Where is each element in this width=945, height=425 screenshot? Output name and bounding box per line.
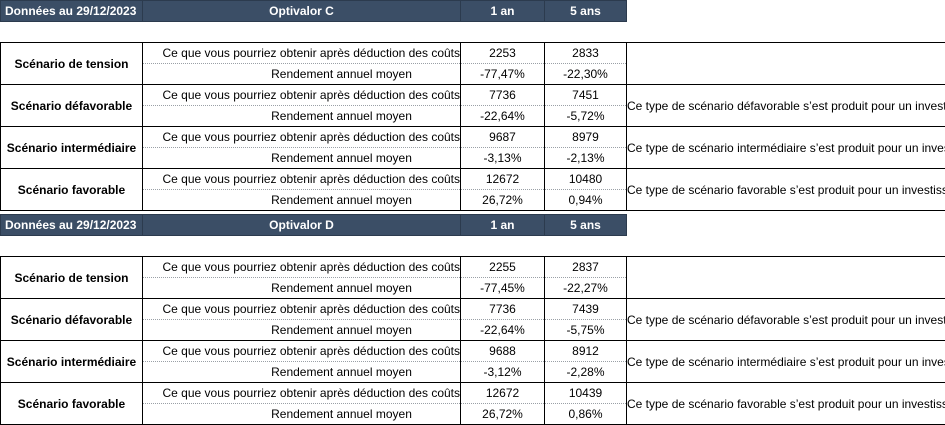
obtain-5y-value[interactable]: 10480 bbox=[545, 169, 627, 190]
scenario-comment[interactable] bbox=[627, 257, 945, 299]
obtain-label[interactable]: Ce que vous pourriez obtenir après déduc… bbox=[143, 341, 461, 362]
table-row: Scénario de tension Ce que vous pourriez… bbox=[1, 257, 945, 278]
yield-1y-value[interactable]: -22,64% bbox=[461, 320, 545, 341]
obtain-label[interactable]: Ce que vous pourriez obtenir après déduc… bbox=[143, 85, 461, 106]
yield-label[interactable]: Rendement annuel moyen bbox=[143, 190, 461, 211]
table-header-row: Données au 29/12/2023 Optivalor D 1 an 5… bbox=[1, 215, 945, 236]
spacer-row bbox=[1, 22, 945, 43]
obtain-5y-value[interactable]: 7451 bbox=[545, 85, 627, 106]
table-header-row: Données au 29/12/2023 Optivalor C 1 an 5… bbox=[1, 1, 945, 22]
scenario-name[interactable]: Scénario défavorable bbox=[1, 299, 143, 341]
yield-5y-value[interactable]: -2,28% bbox=[545, 362, 627, 383]
date-header[interactable]: Données au 29/12/2023 bbox=[1, 215, 143, 236]
table-row: Scénario favorable Ce que vous pourriez … bbox=[1, 169, 945, 190]
spacer-row bbox=[1, 236, 945, 257]
obtain-1y-value[interactable]: 12672 bbox=[461, 383, 545, 404]
scenario-comment[interactable]: Ce type de scénario favorable s’est prod… bbox=[627, 383, 945, 425]
yield-label[interactable]: Rendement annuel moyen bbox=[143, 148, 461, 169]
yield-5y-value[interactable]: 0,86% bbox=[545, 404, 627, 425]
obtain-5y-value[interactable]: 8979 bbox=[545, 127, 627, 148]
obtain-1y-value[interactable]: 2255 bbox=[461, 257, 545, 278]
period-1y-header[interactable]: 1 an bbox=[461, 215, 545, 236]
yield-5y-value[interactable]: -5,72% bbox=[545, 106, 627, 127]
scenario-name[interactable]: Scénario de tension bbox=[1, 257, 143, 299]
table-row: Scénario défavorable Ce que vous pourrie… bbox=[1, 299, 945, 320]
yield-5y-value[interactable]: -22,30% bbox=[545, 64, 627, 85]
obtain-1y-value[interactable]: 12672 bbox=[461, 169, 545, 190]
obtain-label[interactable]: Ce que vous pourriez obtenir après déduc… bbox=[143, 257, 461, 278]
yield-label[interactable]: Rendement annuel moyen bbox=[143, 320, 461, 341]
performance-table-optivalor-c: Données au 29/12/2023 Optivalor C 1 an 5… bbox=[0, 0, 945, 211]
obtain-label[interactable]: Ce que vous pourriez obtenir après déduc… bbox=[143, 383, 461, 404]
period-5y-header[interactable]: 5 ans bbox=[545, 215, 627, 236]
scenario-name[interactable]: Scénario défavorable bbox=[1, 85, 143, 127]
performance-table-optivalor-d: Données au 29/12/2023 Optivalor D 1 an 5… bbox=[0, 214, 945, 425]
obtain-1y-value[interactable]: 2253 bbox=[461, 43, 545, 64]
yield-1y-value[interactable]: 26,72% bbox=[461, 190, 545, 211]
scenario-comment[interactable]: Ce type de scénario intermédiaire s’est … bbox=[627, 127, 945, 169]
yield-label[interactable]: Rendement annuel moyen bbox=[143, 404, 461, 425]
obtain-label[interactable]: Ce que vous pourriez obtenir après déduc… bbox=[143, 299, 461, 320]
obtain-1y-value[interactable]: 7736 bbox=[461, 299, 545, 320]
yield-5y-value[interactable]: -22,27% bbox=[545, 278, 627, 299]
date-header[interactable]: Données au 29/12/2023 bbox=[1, 1, 143, 22]
yield-1y-value[interactable]: -77,45% bbox=[461, 278, 545, 299]
yield-label[interactable]: Rendement annuel moyen bbox=[143, 278, 461, 299]
scenario-comment[interactable]: Ce type de scénario défavorable s’est pr… bbox=[627, 299, 945, 341]
obtain-label[interactable]: Ce que vous pourriez obtenir après déduc… bbox=[143, 127, 461, 148]
empty-header-cell[interactable] bbox=[627, 215, 945, 236]
yield-1y-value[interactable]: -3,13% bbox=[461, 148, 545, 169]
obtain-5y-value[interactable]: 10439 bbox=[545, 383, 627, 404]
obtain-label[interactable]: Ce que vous pourriez obtenir après déduc… bbox=[143, 169, 461, 190]
table-row: Scénario intermédiaire Ce que vous pourr… bbox=[1, 341, 945, 362]
scenario-name[interactable]: Scénario favorable bbox=[1, 383, 143, 425]
fund-header[interactable]: Optivalor D bbox=[143, 215, 461, 236]
obtain-1y-value[interactable]: 7736 bbox=[461, 85, 545, 106]
scenario-comment[interactable] bbox=[627, 43, 945, 85]
yield-5y-value[interactable]: -5,75% bbox=[545, 320, 627, 341]
fund-header[interactable]: Optivalor C bbox=[143, 1, 461, 22]
table-row: Scénario de tension Ce que vous pourriez… bbox=[1, 43, 945, 64]
scenario-name[interactable]: Scénario intermédiaire bbox=[1, 341, 143, 383]
yield-5y-value[interactable]: -2,13% bbox=[545, 148, 627, 169]
obtain-label[interactable]: Ce que vous pourriez obtenir après déduc… bbox=[143, 43, 461, 64]
period-1y-header[interactable]: 1 an bbox=[461, 1, 545, 22]
table-row: Scénario intermédiaire Ce que vous pourr… bbox=[1, 127, 945, 148]
scenario-comment[interactable]: Ce type de scénario intermédiaire s’est … bbox=[627, 341, 945, 383]
obtain-5y-value[interactable]: 8912 bbox=[545, 341, 627, 362]
yield-label[interactable]: Rendement annuel moyen bbox=[143, 64, 461, 85]
yield-1y-value[interactable]: -77,47% bbox=[461, 64, 545, 85]
yield-label[interactable]: Rendement annuel moyen bbox=[143, 362, 461, 383]
scenario-name[interactable]: Scénario favorable bbox=[1, 169, 143, 211]
obtain-5y-value[interactable]: 2833 bbox=[545, 43, 627, 64]
empty-header-cell[interactable] bbox=[627, 1, 945, 22]
table-row: Scénario défavorable Ce que vous pourrie… bbox=[1, 85, 945, 106]
period-5y-header[interactable]: 5 ans bbox=[545, 1, 627, 22]
yield-label[interactable]: Rendement annuel moyen bbox=[143, 106, 461, 127]
scenario-name[interactable]: Scénario de tension bbox=[1, 43, 143, 85]
obtain-1y-value[interactable]: 9688 bbox=[461, 341, 545, 362]
scenario-name[interactable]: Scénario intermédiaire bbox=[1, 127, 143, 169]
obtain-1y-value[interactable]: 9687 bbox=[461, 127, 545, 148]
yield-5y-value[interactable]: 0,94% bbox=[545, 190, 627, 211]
yield-1y-value[interactable]: -22,64% bbox=[461, 106, 545, 127]
table-row: Scénario favorable Ce que vous pourriez … bbox=[1, 383, 945, 404]
obtain-5y-value[interactable]: 2837 bbox=[545, 257, 627, 278]
yield-1y-value[interactable]: 26,72% bbox=[461, 404, 545, 425]
yield-1y-value[interactable]: -3,12% bbox=[461, 362, 545, 383]
scenario-comment[interactable]: Ce type de scénario défavorable s’est pr… bbox=[627, 85, 945, 127]
scenario-comment[interactable]: Ce type de scénario favorable s’est prod… bbox=[627, 169, 945, 211]
obtain-5y-value[interactable]: 7439 bbox=[545, 299, 627, 320]
